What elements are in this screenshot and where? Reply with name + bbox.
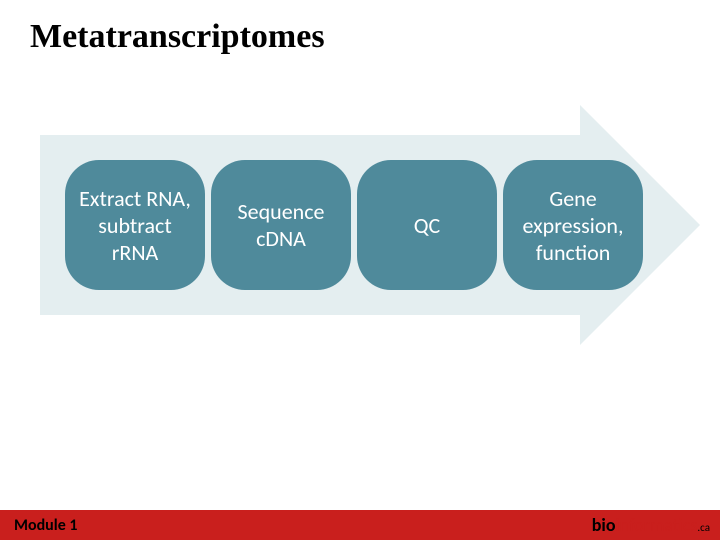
step-extract-rna: Extract RNA, subtract rRNA [65, 160, 205, 290]
process-nodes: Extract RNA, subtract rRNA Sequence cDNA… [65, 160, 643, 290]
footer-bar: Module 1 bioinformatics.ca [0, 510, 720, 540]
brand-bio: bio [592, 514, 616, 536]
slide: Metatranscriptomes Extract RNA, subtract… [0, 0, 720, 540]
step-sequence-cdna: Sequence cDNA [211, 160, 351, 290]
step-qc: QC [357, 160, 497, 290]
process-arrow-group: Extract RNA, subtract rRNA Sequence cDNA… [40, 105, 700, 345]
step-label: Extract RNA, subtract rRNA [73, 185, 197, 266]
step-label: Sequence cDNA [219, 198, 343, 252]
brand-informatics: informatics [616, 514, 698, 536]
brand-logo: bioinformatics.ca [592, 514, 710, 536]
step-gene-expression: Gene expression, function [503, 160, 643, 290]
module-label: Module 1 [14, 516, 77, 535]
page-title: Metatranscriptomes [30, 18, 325, 56]
step-label: Gene expression, function [511, 185, 635, 266]
step-label: QC [414, 212, 441, 239]
brand-suffix: .ca [697, 521, 710, 534]
